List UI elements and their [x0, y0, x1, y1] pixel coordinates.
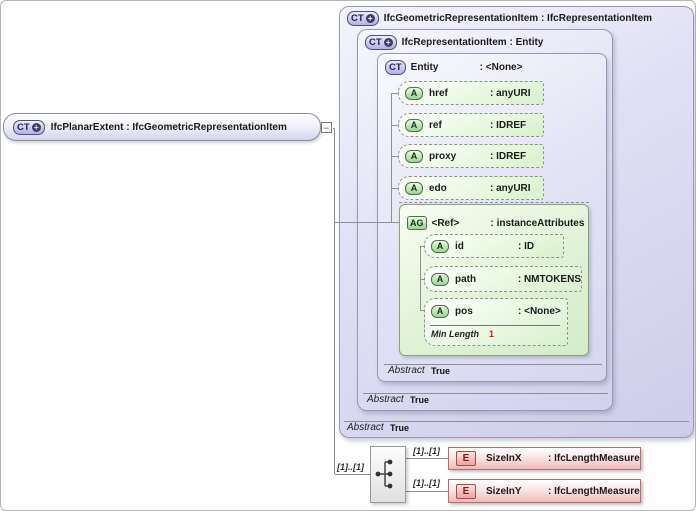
- element-type: : IfcLengthMeasure: [548, 485, 640, 497]
- connector-line: [420, 279, 425, 280]
- attribute-name: proxy: [429, 150, 457, 162]
- node-title: IfcRepresentationItem : Entity: [401, 37, 544, 48]
- facet-label: Min Length: [431, 329, 479, 339]
- group-type: : instanceAttributes: [490, 217, 585, 229]
- ct-badge-label: CT: [17, 121, 30, 133]
- abstract-label: Abstract: [367, 394, 404, 405]
- attribute-row: A pos : <None>: [425, 299, 567, 323]
- abstract-value: True: [390, 423, 410, 433]
- attribute-edo[interactable]: A edo : anyURI: [398, 176, 544, 200]
- plus-icon: +: [31, 122, 41, 132]
- divider-line: [384, 364, 602, 365]
- node-title: IfcGeometricRepresentationItem : IfcRepr…: [383, 13, 653, 24]
- node-ifcplanarextent[interactable]: CT + IfcPlanarExtent : IfcGeometricRepre…: [3, 113, 321, 141]
- attribute-badge-icon: A: [431, 239, 449, 253]
- attribute-name: id: [455, 240, 464, 252]
- attribute-type: : anyURI: [490, 87, 531, 99]
- attribute-badge-icon: A: [405, 118, 423, 132]
- attribute-type: : <None>: [518, 305, 561, 317]
- connector-line: [391, 125, 398, 126]
- attribute-name: pos: [455, 305, 473, 317]
- cardinality-label: [1]..[1]: [337, 462, 364, 472]
- connector-line: [391, 156, 398, 157]
- attribute-name: path: [455, 273, 477, 285]
- attribute-type: : NMTOKENS: [517, 273, 581, 285]
- connector-line: [391, 93, 398, 94]
- ct-badge-label: CT: [389, 62, 402, 73]
- attribute-type: : anyURI: [490, 182, 531, 194]
- facet-value: 1: [489, 329, 495, 339]
- attribute-ref[interactable]: A ref : IDREF: [398, 113, 544, 137]
- minus-icon: −: [323, 123, 330, 133]
- element-sizeinx[interactable]: E SizeInX : IfcLengthMeasure: [448, 447, 641, 470]
- ct-badge-label: CT: [351, 13, 364, 24]
- attribute-badge-icon: A: [405, 181, 423, 195]
- node-title: IfcPlanarExtent : IfcGeometricRepresenta…: [50, 121, 287, 133]
- connector-line: [391, 93, 392, 223]
- element-badge-icon: E: [456, 483, 476, 499]
- complextype-badge-icon: CT +: [365, 35, 397, 50]
- connector-line: [420, 310, 425, 311]
- abstract-label: Abstract: [388, 365, 425, 376]
- connector-line: [335, 474, 370, 475]
- connector-line: [335, 222, 399, 223]
- connector-line: [391, 188, 398, 189]
- connector-line: [406, 458, 448, 459]
- attribute-proxy[interactable]: A proxy : IDREF: [398, 144, 544, 168]
- attribute-badge-icon: A: [431, 272, 449, 286]
- node-header: CT + IfcRepresentationItem : Entity: [358, 30, 612, 50]
- node-title: Entity: [410, 62, 439, 73]
- connector-line: [334, 128, 335, 474]
- divider-line: [363, 393, 608, 394]
- abstract-value: True: [410, 395, 430, 405]
- connector-line: [420, 246, 425, 247]
- attribute-name: edo: [429, 182, 447, 194]
- connector-line: [420, 246, 421, 311]
- attribute-id[interactable]: A id : ID: [424, 234, 564, 258]
- group-dashed-edge: [399, 202, 589, 203]
- complextype-badge-icon: CT +: [13, 119, 45, 135]
- complextype-badge-icon: CT +: [347, 11, 379, 26]
- element-sizeiny[interactable]: E SizeInY : IfcLengthMeasure: [448, 479, 641, 503]
- attribute-href[interactable]: A href : anyURI: [398, 81, 544, 105]
- group-name: <Ref>: [431, 217, 460, 229]
- attribute-pos[interactable]: A pos : <None> Min Length 1: [424, 298, 568, 346]
- attribute-badge-icon: A: [405, 149, 423, 163]
- node-header: CT Entity : <None>: [378, 54, 606, 75]
- attribute-name: href: [429, 87, 448, 99]
- element-type: : IfcLengthMeasure: [548, 453, 640, 464]
- element-name: SizeInY: [486, 485, 522, 497]
- attributegroup-badge-icon: AG: [407, 216, 427, 230]
- complextype-badge-icon: CT: [385, 60, 406, 75]
- collapse-toggle[interactable]: −: [321, 122, 332, 133]
- attribute-path[interactable]: A path : NMTOKENS: [424, 266, 582, 292]
- node-base-type: : <None>: [479, 62, 523, 73]
- attribute-name: ref: [429, 119, 442, 131]
- element-badge-icon: E: [456, 451, 476, 466]
- group-header: AG <Ref> : instanceAttributes: [400, 205, 588, 230]
- connector-line: [333, 128, 335, 129]
- plus-icon: +: [365, 14, 375, 23]
- attribute-badge-icon: A: [431, 304, 449, 318]
- attribute-type: : IDREF: [490, 119, 527, 131]
- abstract-value: True: [431, 366, 451, 376]
- cardinality-label: [1]..[1]: [413, 446, 440, 456]
- sequence-icon: [375, 459, 393, 489]
- connector-line: [406, 491, 448, 492]
- attribute-badge-icon: A: [405, 86, 423, 100]
- abstract-label: Abstract: [347, 422, 384, 433]
- sequence-group[interactable]: [370, 446, 406, 503]
- node-header: CT + IfcGeometricRepresentationItem : If…: [340, 7, 693, 26]
- facet-divider: [430, 325, 560, 326]
- attribute-type: : ID: [518, 240, 535, 252]
- plus-icon: +: [383, 38, 393, 47]
- divider-line: [344, 421, 689, 422]
- element-name: SizeInX: [486, 453, 522, 464]
- cardinality-label: [1]..[1]: [413, 478, 440, 488]
- ct-badge-label: CT: [369, 37, 382, 48]
- attribute-type: : IDREF: [490, 150, 527, 162]
